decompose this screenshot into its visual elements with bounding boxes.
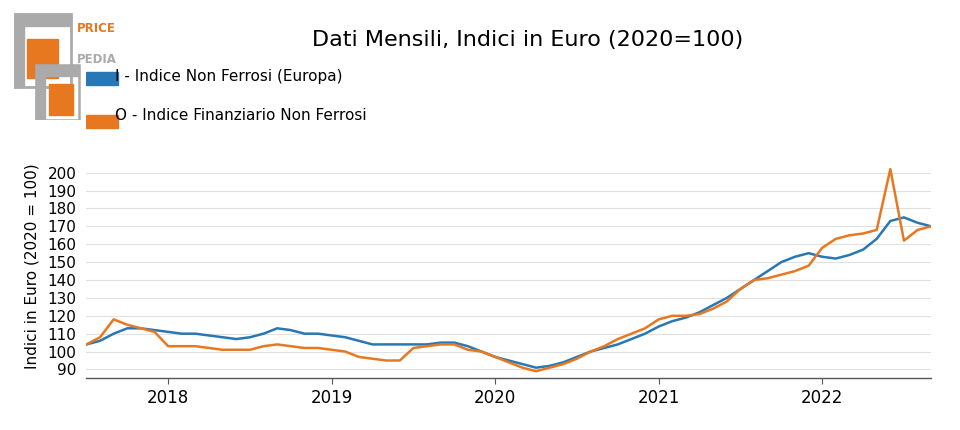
O - Indice Finanziario Non Ferrosi (912, 227, 924, 233)
Bar (86, 72, 118, 85)
Bar (14, 14, 71, 87)
Bar (36, 64, 79, 120)
I - Indice Non Ferrosi (Europa) (312, 331, 324, 336)
Bar (36, 64, 79, 76)
Bar (27, 39, 58, 78)
I - Indice Non Ferrosi (Europa) (912, 220, 924, 225)
O - Indice Finanziario Non Ferrosi (925, 224, 937, 229)
Text: O - Indice Finanziario Non Ferrosi: O - Indice Finanziario Non Ferrosi (115, 108, 367, 123)
I - Indice Non Ferrosi (Europa) (340, 335, 351, 340)
O - Indice Finanziario Non Ferrosi (476, 349, 488, 354)
I - Indice Non Ferrosi (Europa) (503, 358, 515, 363)
Text: PEDIA: PEDIA (77, 53, 116, 66)
Bar (86, 115, 118, 128)
O - Indice Finanziario Non Ferrosi (530, 369, 541, 374)
I - Indice Non Ferrosi (Europa) (899, 215, 910, 220)
I - Indice Non Ferrosi (Europa) (925, 224, 937, 229)
Text: Dati Mensili, Indici in Euro (2020=100): Dati Mensili, Indici in Euro (2020=100) (312, 30, 744, 50)
Y-axis label: Indici in Euro (2020 = 100): Indici in Euro (2020 = 100) (24, 164, 39, 369)
I - Indice Non Ferrosi (Europa) (681, 315, 692, 320)
Bar (14, 14, 71, 27)
O - Indice Finanziario Non Ferrosi (503, 360, 515, 365)
Bar (36, 64, 44, 120)
I - Indice Non Ferrosi (Europa) (530, 365, 541, 370)
Bar (49, 83, 73, 115)
O - Indice Finanziario Non Ferrosi (681, 313, 692, 318)
Text: I - Indice Non Ferrosi (Europa): I - Indice Non Ferrosi (Europa) (115, 69, 343, 84)
I - Indice Non Ferrosi (Europa) (81, 342, 92, 347)
O - Indice Finanziario Non Ferrosi (312, 345, 324, 350)
Text: PRICE: PRICE (77, 22, 115, 35)
Line: O - Indice Finanziario Non Ferrosi: O - Indice Finanziario Non Ferrosi (86, 169, 931, 371)
O - Indice Finanziario Non Ferrosi (81, 342, 92, 347)
Line: I - Indice Non Ferrosi (Europa): I - Indice Non Ferrosi (Europa) (86, 218, 931, 368)
Bar (14, 14, 24, 87)
I - Indice Non Ferrosi (Europa) (476, 349, 488, 354)
O - Indice Finanziario Non Ferrosi (884, 166, 896, 172)
O - Indice Finanziario Non Ferrosi (340, 349, 351, 354)
